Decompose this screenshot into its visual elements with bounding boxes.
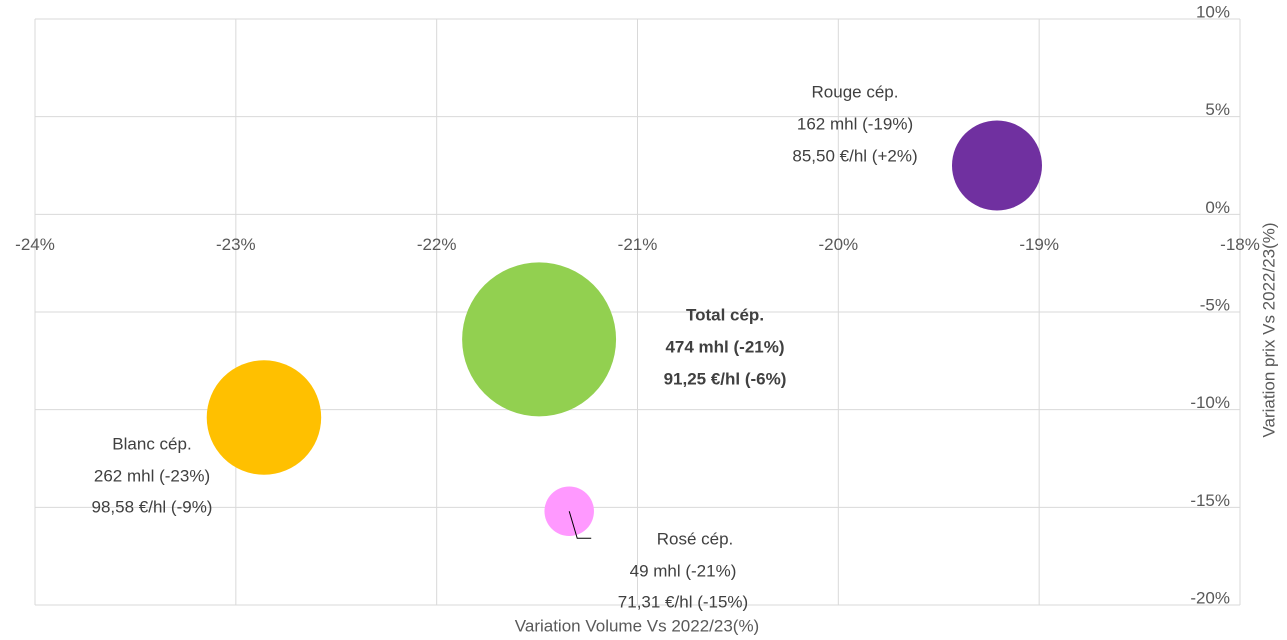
y-axis-title: Variation prix Vs 2022/23(%) xyxy=(1259,222,1278,437)
data-label: Total cép. xyxy=(686,305,764,324)
x-tick-label: -21% xyxy=(618,235,658,254)
y-tick-label: -20% xyxy=(1190,588,1230,607)
y-tick-label: 5% xyxy=(1205,100,1230,119)
bubble xyxy=(951,120,1042,211)
x-axis-title: Variation Volume Vs 2022/23(%) xyxy=(515,616,759,635)
bubble xyxy=(206,360,322,475)
x-tick-label: -24% xyxy=(15,235,55,254)
data-label: 91,25 €/hl (-6%) xyxy=(664,369,787,388)
data-label: 474 mhl (-21%) xyxy=(665,337,784,356)
data-label: Blanc cép. xyxy=(112,434,191,453)
y-tick-label: -5% xyxy=(1200,295,1230,314)
y-tick-label: -10% xyxy=(1190,393,1230,412)
x-tick-label: -19% xyxy=(1019,235,1059,254)
leader-line xyxy=(568,511,592,539)
data-label: 85,50 €/hl (+2%) xyxy=(792,146,917,165)
bubble xyxy=(462,262,617,417)
y-tick-label: -15% xyxy=(1190,491,1230,510)
data-label: Rouge cép. xyxy=(812,82,899,101)
data-label: 98,58 €/hl (-9%) xyxy=(92,497,213,516)
x-tick-label: -20% xyxy=(818,235,858,254)
x-tick-label: -18% xyxy=(1220,235,1260,254)
y-tick-label: 0% xyxy=(1205,198,1230,217)
y-tick-label: 10% xyxy=(1196,2,1230,21)
data-label: Rosé cép. xyxy=(657,529,734,548)
x-tick-label: -22% xyxy=(417,235,457,254)
data-label: 262 mhl (-23%) xyxy=(94,466,210,485)
data-label: 162 mhl (-19%) xyxy=(797,114,913,133)
x-tick-label: -23% xyxy=(216,235,256,254)
data-label: 49 mhl (-21%) xyxy=(630,561,737,580)
data-label: 71,31 €/hl (-15%) xyxy=(618,592,748,611)
